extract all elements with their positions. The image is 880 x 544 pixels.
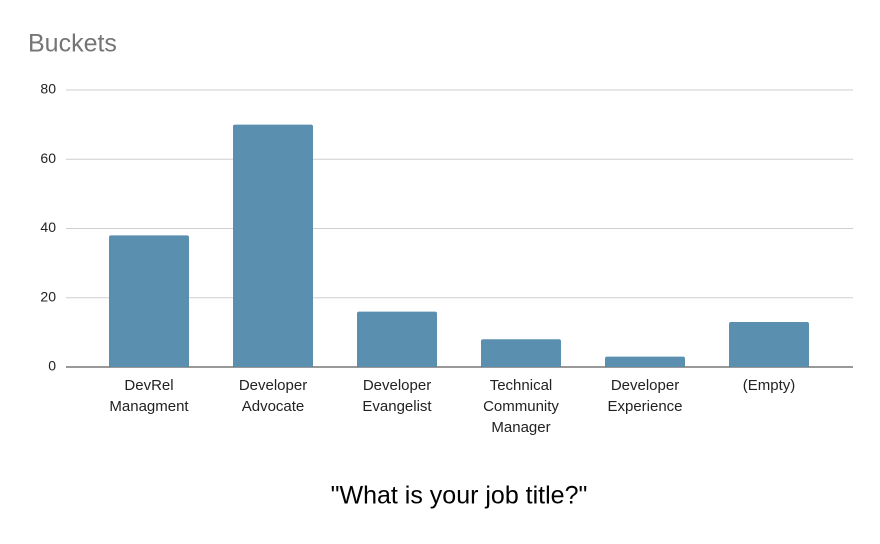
x-tick-label-line: Evangelist (362, 398, 432, 415)
x-tick-label-line: Manager (491, 419, 550, 436)
bar (481, 339, 561, 367)
x-tick-label: Developer Advocate (239, 377, 307, 415)
x-tick-label-line: (Empty) (743, 377, 796, 394)
x-tick-label-line: Community (483, 398, 559, 415)
x-tick-label: Developer Experience (607, 377, 682, 415)
x-tick-label: Technical Community Manager (483, 377, 559, 436)
bar (729, 321, 809, 367)
chart-title: Buckets (28, 30, 117, 58)
x-tick-label-line: Developer (239, 377, 307, 394)
x-tick-label-line: Developer (611, 377, 679, 394)
x-axis-title: "What is your job title?" (331, 482, 588, 510)
bar (109, 235, 189, 367)
y-tick-label: 80 (40, 81, 56, 97)
bar (605, 356, 685, 367)
x-tick-label: DevRel Managment (109, 377, 189, 415)
x-tick-label: Developer Evangelist (362, 377, 432, 415)
x-tick-label-line: Technical (490, 377, 553, 394)
x-tick-label-line: Managment (109, 398, 189, 415)
bar (357, 311, 437, 367)
x-tick-label-line: Experience (607, 398, 682, 415)
y-tick-label: 40 (40, 219, 56, 235)
x-tick-label: (Empty) (743, 377, 796, 394)
x-tick-label-line: DevRel (124, 377, 173, 394)
x-tick-label-line: Developer (363, 377, 431, 394)
y-tick-label: 0 (48, 358, 56, 374)
x-tick-label-line: Advocate (242, 398, 305, 415)
y-tick-label: 60 (40, 150, 56, 166)
bar (233, 124, 313, 367)
y-tick-label: 20 (40, 288, 56, 304)
